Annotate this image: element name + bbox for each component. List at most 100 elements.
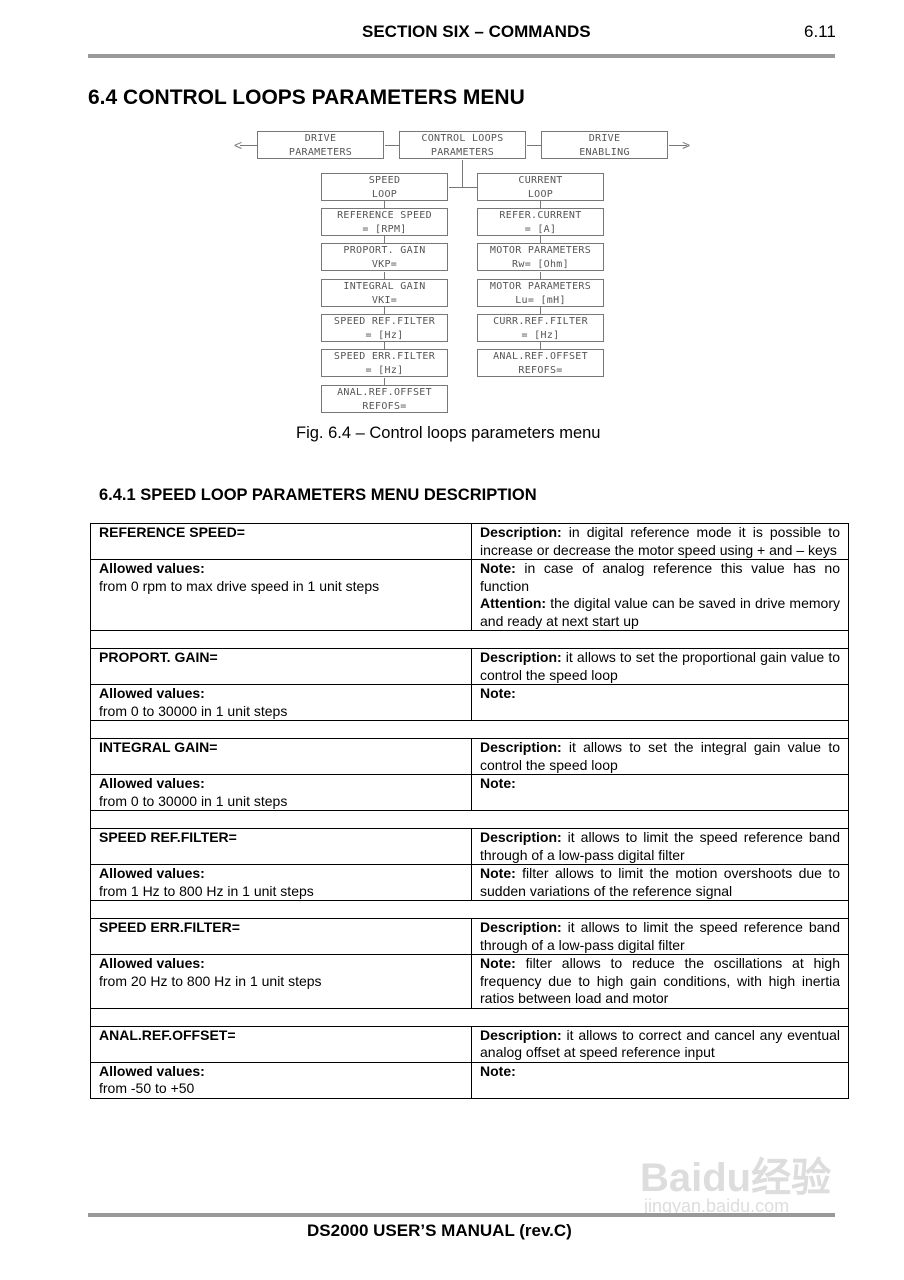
menu-box-speed-loop: SPEED ERR.FILTER = [Hz]	[321, 349, 448, 377]
section-title: SECTION SIX – COMMANDS	[362, 22, 591, 41]
table-row: Allowed values: from 0 to 30000 in 1 unit…	[90, 774, 849, 811]
label-text: SPEED REF.FILTER=	[99, 829, 237, 845]
description-cell: Note: filter allows to reduce the oscill…	[471, 954, 849, 1009]
body-text: from 20 Hz to 800 Hz in 1 unit steps	[99, 972, 322, 989]
connector-line	[384, 272, 385, 279]
page-number: 6.11	[804, 22, 836, 41]
page-heading: 6.4 CONTROL LOOPS PARAMETERS MENU	[88, 86, 525, 109]
menu-box-speed-loop: INTEGRAL GAIN VKI=	[321, 279, 448, 307]
parameter-cell: ANAL.REF.OFFSET=	[90, 1025, 472, 1063]
label-text: Allowed values:	[99, 955, 205, 971]
description-cell: Description: it allows to set the integr…	[471, 738, 849, 775]
connector-line	[384, 201, 385, 208]
description-cell: Description: it allows to limit the spee…	[471, 828, 849, 865]
body-text: from 0 to 30000 in 1 unit steps	[99, 792, 288, 809]
label-text: SPEED ERR.FILTER=	[99, 919, 240, 935]
connector-line	[540, 342, 541, 349]
label-text: Description:	[480, 919, 562, 935]
connector-line	[449, 187, 477, 188]
parameter-cell: Allowed values: from 1 Hz to 800 Hz in 1 …	[90, 864, 472, 901]
menu-box-current-loop: REFER.CURRENT = [A]	[477, 208, 604, 236]
label-text: REFERENCE SPEED=	[99, 524, 245, 540]
label-text: Allowed values:	[99, 685, 205, 701]
menu-box-line: Lu= [mH]	[515, 295, 566, 306]
table-row: ANAL.REF.OFFSET= Description: it allows t…	[90, 1025, 849, 1063]
menu-box-line: = [Hz]	[521, 330, 560, 341]
menu-box-line: VKP=	[371, 259, 398, 270]
body-text: it allows to correct and cancel any even…	[480, 1026, 840, 1061]
menu-box-current-loop: MOTOR PARAMETERS Rw= [Ohm]	[477, 243, 604, 271]
menu-box-top: DRIVE ENABLING	[541, 131, 668, 159]
menu-box-line: Rw= [Ohm]	[512, 259, 569, 270]
label-text: Description:	[480, 829, 562, 845]
menu-box-line: = [Hz]	[365, 365, 404, 376]
body-text: it allows to set the integral gain value…	[480, 739, 840, 773]
menu-box-current-loop: MOTOR PARAMETERS Lu= [mH]	[477, 279, 604, 307]
label-text: Allowed values:	[99, 865, 205, 881]
menu-box-line: PARAMETERS	[430, 147, 495, 158]
label-text: Note:	[480, 775, 516, 791]
parameter-cell: Allowed values: from 20 Hz to 800 Hz in 1…	[90, 954, 472, 1009]
connector-line	[540, 236, 541, 243]
arrow-left-icon: <	[234, 137, 243, 153]
parameter-cell: Allowed values: from 0 to 30000 in 1 unit…	[90, 684, 472, 721]
menu-box-line: = [A]	[524, 224, 557, 235]
label-text: Description:	[480, 1026, 562, 1043]
description-cell: Description: it allows to correct and ca…	[471, 1025, 849, 1063]
connector-line	[384, 378, 385, 385]
connector-line	[384, 342, 385, 349]
menu-box-line: DRIVE	[588, 133, 621, 144]
section-subheading: 6.4.1 SPEED LOOP PARAMETERS MENU DESCRIP…	[99, 486, 537, 504]
menu-box-speed-loop: REFERENCE SPEED = [RPM]	[321, 208, 448, 236]
header-rule	[88, 54, 835, 58]
connector-line	[385, 145, 400, 146]
label-text: Description:	[480, 524, 562, 540]
menu-box-line: CURR.REF.FILTER	[493, 316, 588, 327]
body-text: filter allows to limit the motion oversh…	[480, 865, 840, 899]
watermark-url: jingyan.baidu.com	[644, 1196, 790, 1216]
menu-box-speed-loop: SPEED LOOP	[321, 173, 448, 201]
description-cell: Note: filter allows to limit the motion …	[471, 864, 849, 901]
menu-box-line: REFERENCE SPEED	[337, 210, 432, 221]
menu-box-line: ENABLING	[579, 147, 630, 158]
table-row: Allowed values: from -50 to +50 Note:	[90, 1061, 849, 1099]
description-cell: Note:	[471, 774, 849, 811]
body-text: from 0 to 30000 in 1 unit steps	[99, 702, 288, 719]
label-text: Note:	[480, 955, 516, 971]
label-text: INTEGRAL GAIN=	[99, 739, 218, 755]
menu-box-line: SPEED ERR.FILTER	[333, 351, 436, 362]
spacer-row	[90, 900, 849, 919]
body-text: from 0 rpm to max drive speed in 1 unit …	[99, 577, 380, 594]
spacer-cell	[90, 900, 849, 919]
menu-box-line: ANAL.REF.OFFSET	[493, 351, 588, 362]
menu-box-line: LOOP	[527, 189, 554, 200]
label-text: Description:	[480, 739, 562, 755]
table-row: Allowed values: from 0 to 30000 in 1 unit…	[90, 684, 849, 721]
label-text: Attention:	[480, 595, 547, 611]
label-text: Note:	[480, 865, 516, 881]
body-text: in digital reference mode it is possible…	[480, 524, 840, 558]
spacer-row	[90, 1007, 849, 1027]
menu-box-line: MOTOR PARAMETERS	[489, 281, 592, 292]
label-text: Note:	[480, 560, 516, 576]
menu-box-line: REFER.CURRENT	[499, 210, 582, 221]
table-row: REFERENCE SPEED= Description: in digital …	[90, 523, 849, 560]
body-text: the digital value can be saved in drive …	[480, 595, 840, 629]
menu-box-line: INTEGRAL GAIN	[343, 281, 426, 292]
spacer-row	[90, 810, 849, 829]
parameters-table: REFERENCE SPEED= Description: in digital …	[90, 523, 849, 1099]
label-text: Description:	[480, 649, 562, 665]
menu-box-line: = [RPM]	[362, 224, 407, 235]
menu-box-line: CONTROL LOOPS	[421, 133, 504, 144]
label-text: Note:	[480, 685, 516, 701]
table-row: Allowed values: from 0 rpm to max drive s…	[90, 559, 849, 631]
label-text: Allowed values:	[99, 560, 205, 576]
menu-box-line: LOOP	[371, 189, 398, 200]
description-cell: Description: in digital reference mode i…	[471, 523, 849, 560]
table-row: Allowed values: from 1 Hz to 800 Hz in 1 …	[90, 864, 849, 901]
menu-box-line: SPEED REF.FILTER	[333, 316, 436, 327]
connector-line	[540, 201, 541, 208]
body-text: it allows to limit the speed reference b…	[480, 919, 840, 953]
menu-box-line: SPEED	[368, 175, 401, 186]
spacer-cell	[90, 630, 849, 649]
